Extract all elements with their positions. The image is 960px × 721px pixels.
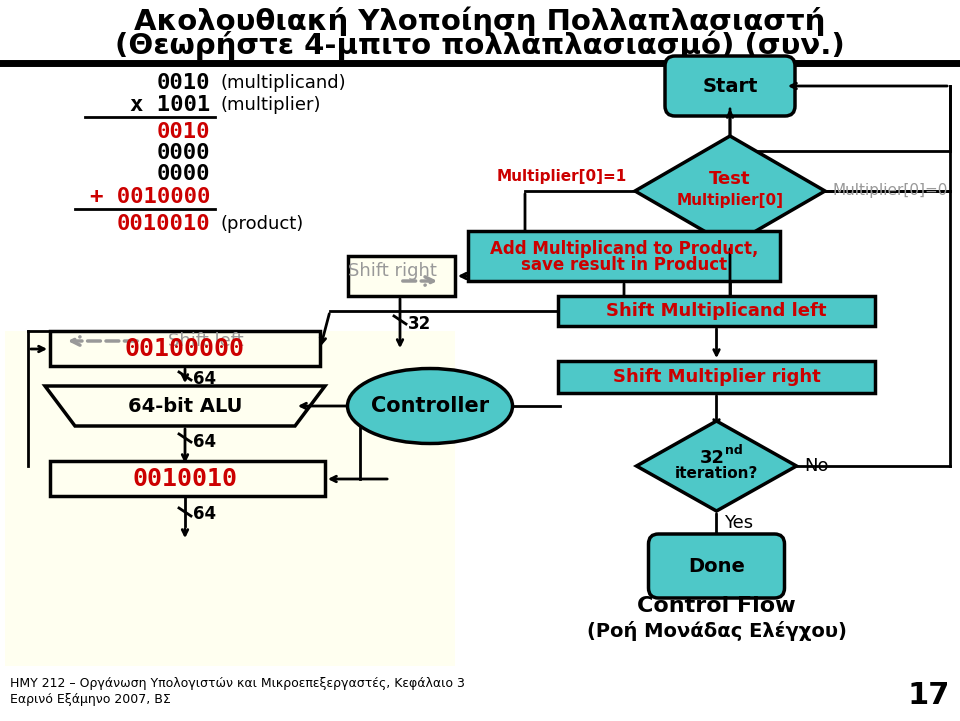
Text: x 1001: x 1001 xyxy=(130,95,210,115)
Text: 0010010: 0010010 xyxy=(132,467,237,491)
Polygon shape xyxy=(45,386,325,426)
Text: No: No xyxy=(804,457,829,475)
Text: 32: 32 xyxy=(700,449,725,467)
Text: 64: 64 xyxy=(193,505,216,523)
Text: 0010: 0010 xyxy=(156,122,210,142)
Text: Shift right: Shift right xyxy=(348,262,437,280)
Polygon shape xyxy=(468,231,780,281)
Polygon shape xyxy=(558,361,875,393)
Text: (Ροή Μονάδας Ελέγχου): (Ροή Μονάδας Ελέγχου) xyxy=(587,621,847,641)
Text: 17: 17 xyxy=(907,681,950,710)
Text: Controller: Controller xyxy=(371,396,489,416)
Text: Multiplier[0]=1: Multiplier[0]=1 xyxy=(496,169,627,184)
Text: Yes: Yes xyxy=(725,514,754,532)
Text: Shift Multiplier right: Shift Multiplier right xyxy=(612,368,821,386)
Polygon shape xyxy=(50,331,320,366)
Text: Shift Multiplicand left: Shift Multiplicand left xyxy=(607,302,827,320)
Text: Multiplier[0]: Multiplier[0] xyxy=(677,193,783,208)
Text: 0010: 0010 xyxy=(156,73,210,93)
Text: 0000: 0000 xyxy=(156,164,210,184)
Polygon shape xyxy=(635,136,825,246)
Ellipse shape xyxy=(348,368,513,443)
FancyBboxPatch shape xyxy=(665,56,795,116)
Text: 32: 32 xyxy=(408,315,431,333)
Polygon shape xyxy=(636,421,797,511)
Text: + 0010000: + 0010000 xyxy=(89,187,210,207)
Text: Done: Done xyxy=(688,557,745,575)
Text: (Θεωρήστε 4-μπιτο πολλαπλασιασμό) (συν.): (Θεωρήστε 4-μπιτο πολλαπλασιασμό) (συν.) xyxy=(115,30,845,60)
Text: 00100000: 00100000 xyxy=(125,337,245,361)
Text: Multiplier[0]=0: Multiplier[0]=0 xyxy=(833,184,948,198)
Text: Control Flow: Control Flow xyxy=(637,596,796,616)
FancyBboxPatch shape xyxy=(5,331,455,666)
Text: Εαρινό Εξάμηνο 2007, ΒΣ: Εαρινό Εξάμηνο 2007, ΒΣ xyxy=(10,692,171,706)
Text: 64: 64 xyxy=(193,433,216,451)
Text: (product): (product) xyxy=(220,215,303,233)
Text: Start: Start xyxy=(703,76,757,95)
Text: nd: nd xyxy=(726,443,743,456)
Text: 0010010: 0010010 xyxy=(116,214,210,234)
Polygon shape xyxy=(348,256,455,296)
Polygon shape xyxy=(558,296,875,326)
Text: ΗΜΥ 212 – Οργάνωση Υπολογιστών και Μικροεπεξεργαστές, Κεφάλαιο 3: ΗΜΥ 212 – Οργάνωση Υπολογιστών και Μικρο… xyxy=(10,676,465,689)
Text: iteration?: iteration? xyxy=(675,466,758,480)
Text: save result in Product: save result in Product xyxy=(521,256,727,274)
FancyBboxPatch shape xyxy=(649,534,784,598)
Text: (multiplicand): (multiplicand) xyxy=(220,74,346,92)
Text: (multiplier): (multiplier) xyxy=(220,96,321,114)
Polygon shape xyxy=(50,461,325,496)
Text: Shift left: Shift left xyxy=(168,332,244,350)
Text: Add Multiplicand to Product,: Add Multiplicand to Product, xyxy=(490,240,758,258)
Text: 64: 64 xyxy=(193,370,216,388)
Text: 64-bit ALU: 64-bit ALU xyxy=(128,397,242,415)
Text: Ακολουθιακή Υλοποίηση Πολλαπλασιαστή: Ακολουθιακή Υλοποίηση Πολλαπλασιαστή xyxy=(134,6,826,36)
Text: 0000: 0000 xyxy=(156,143,210,163)
Text: Test: Test xyxy=(709,170,751,188)
